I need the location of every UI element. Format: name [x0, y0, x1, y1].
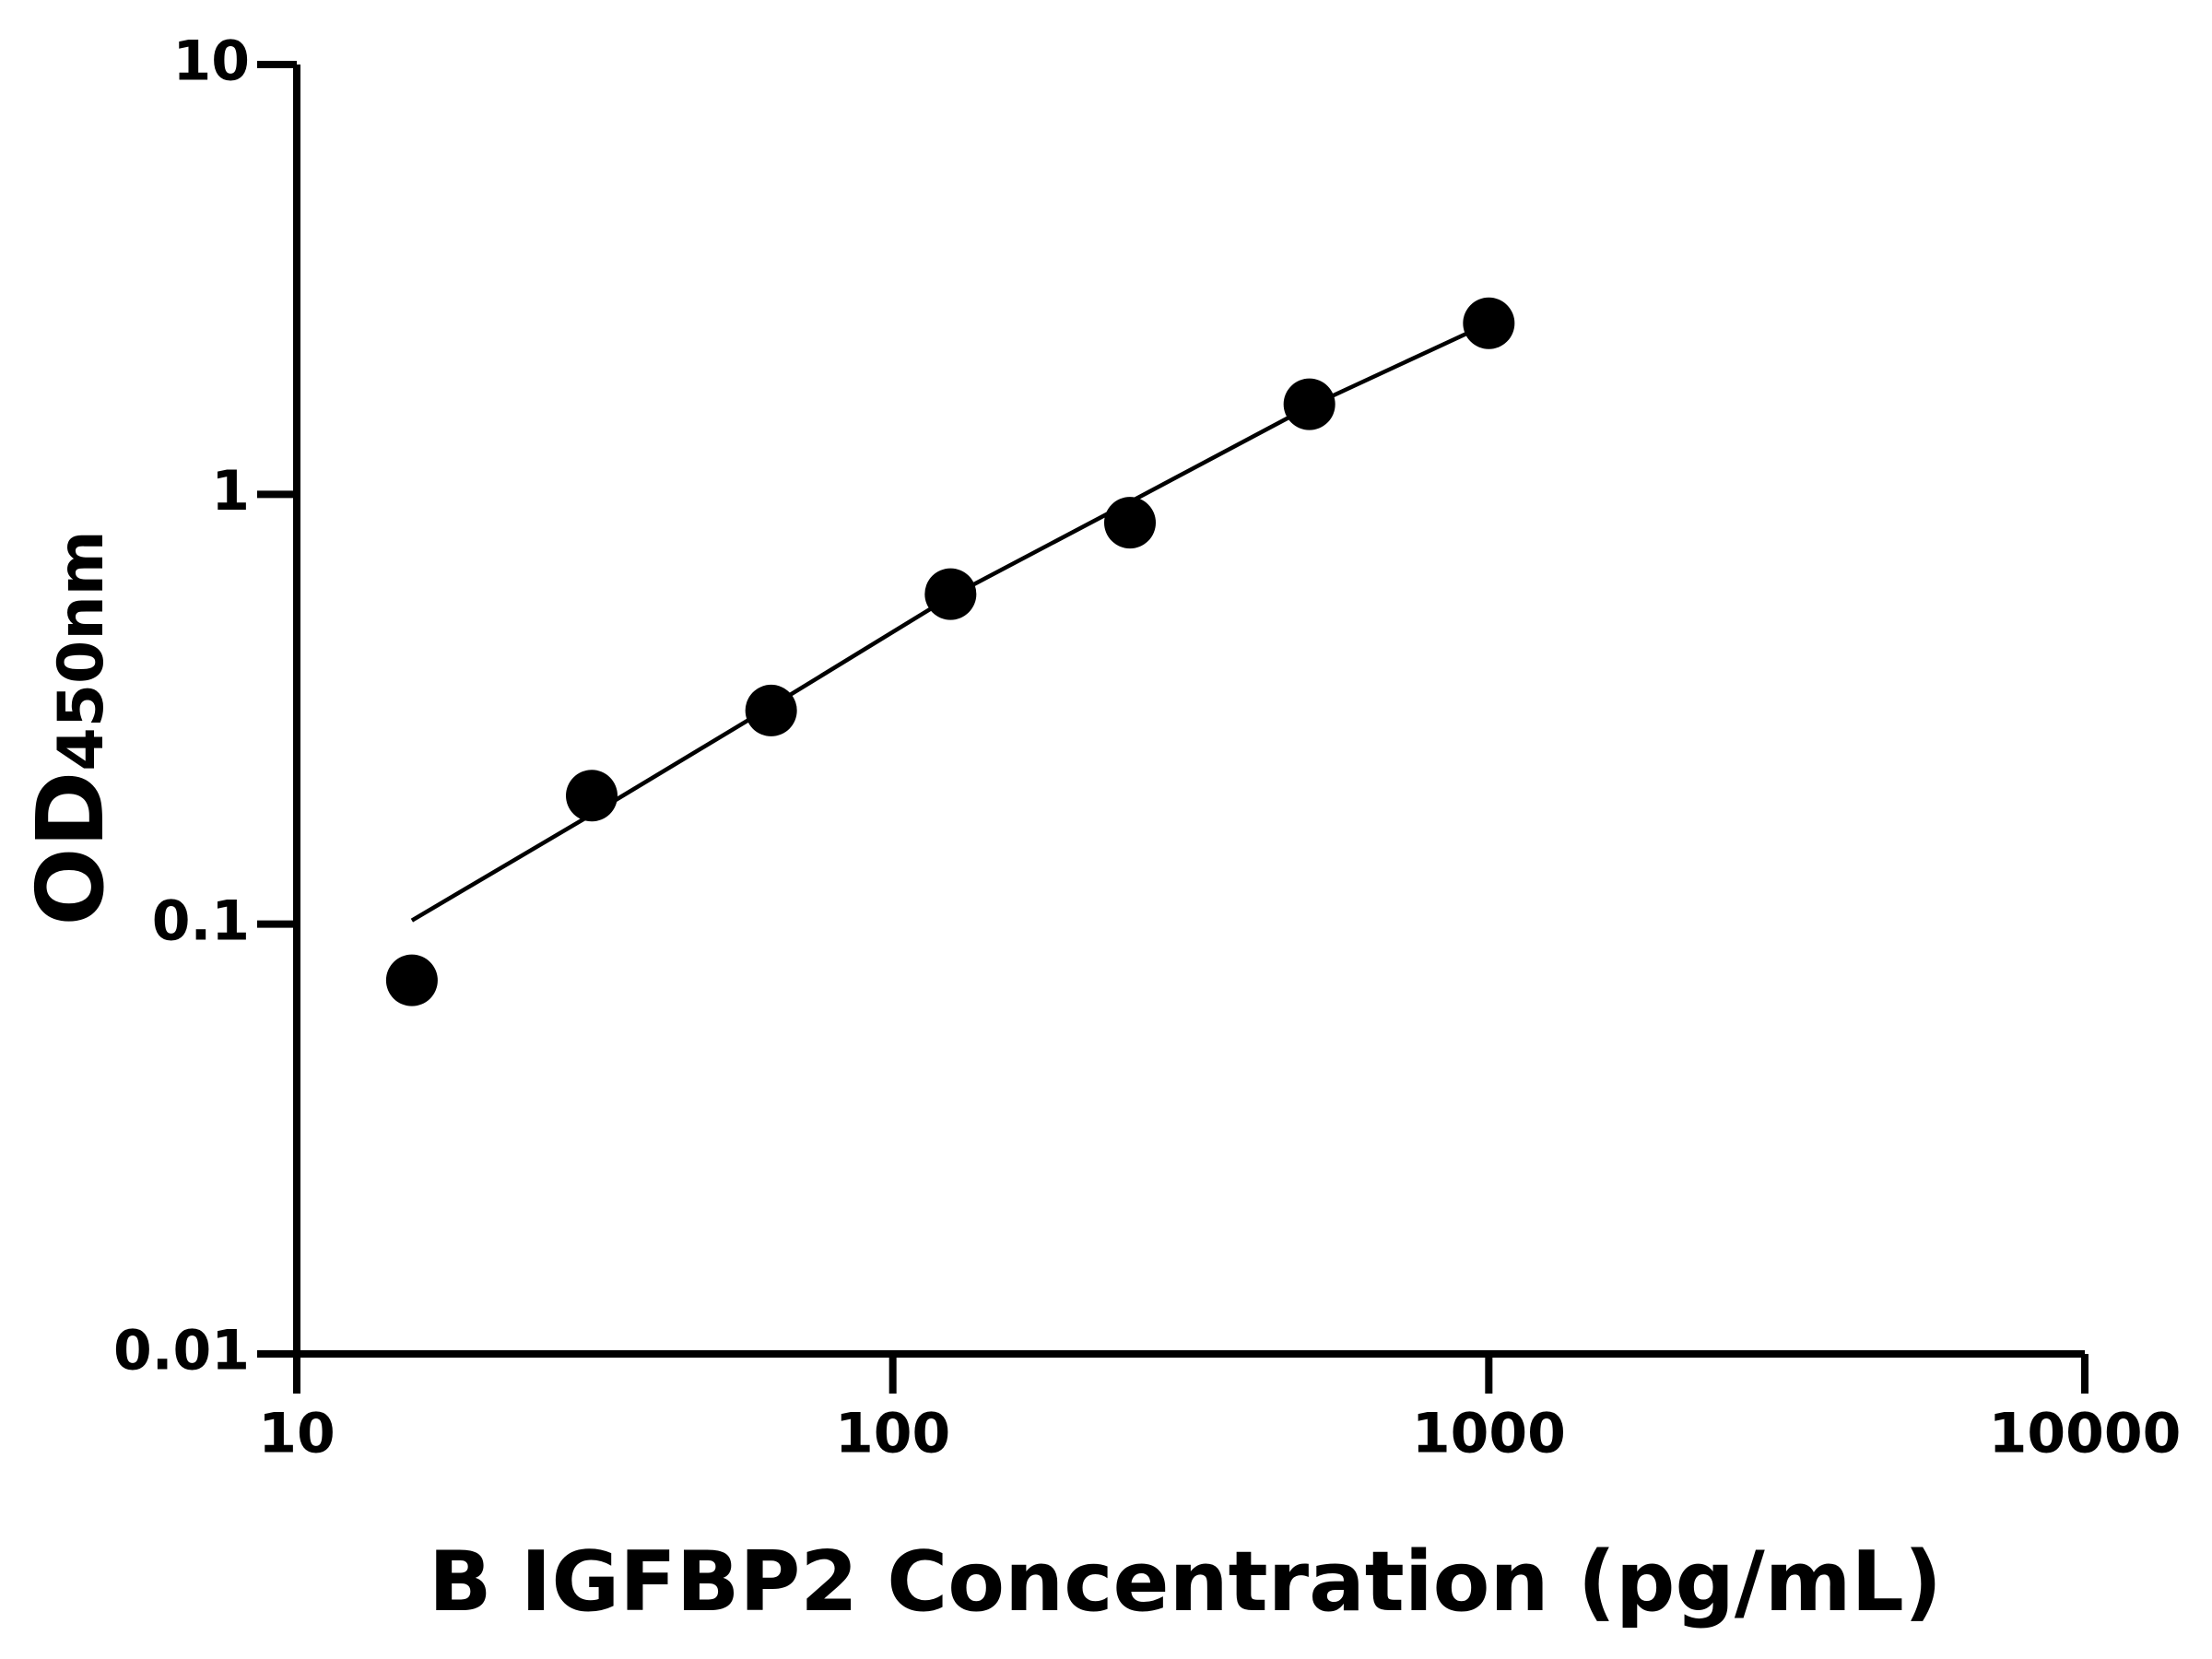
y-axis-label-subscript: 450nm — [45, 530, 118, 771]
data-point — [1463, 297, 1515, 349]
y-tick-label: 1 — [211, 459, 250, 524]
x-tick-label: 10 — [258, 1402, 335, 1466]
y-axis-label-main: OD — [17, 771, 124, 926]
y-tick-label: 0.1 — [152, 888, 250, 953]
data-point — [924, 568, 977, 620]
x-axis-label: B IGFBP2 Concentration (pg/mL) — [429, 1534, 1942, 1630]
data-point — [385, 954, 438, 1006]
y-axis-label: OD450nm — [17, 530, 124, 925]
x-tick-label: 10000 — [1989, 1402, 2182, 1466]
x-tick-label: 100 — [835, 1402, 950, 1466]
y-tick-label: 0.01 — [113, 1319, 250, 1383]
data-point — [745, 684, 797, 736]
y-tick-label: 10 — [173, 29, 251, 94]
data-point — [566, 770, 618, 822]
x-tick-label: 1000 — [1412, 1402, 1566, 1466]
data-point — [1104, 497, 1157, 549]
data-point — [1283, 378, 1335, 430]
